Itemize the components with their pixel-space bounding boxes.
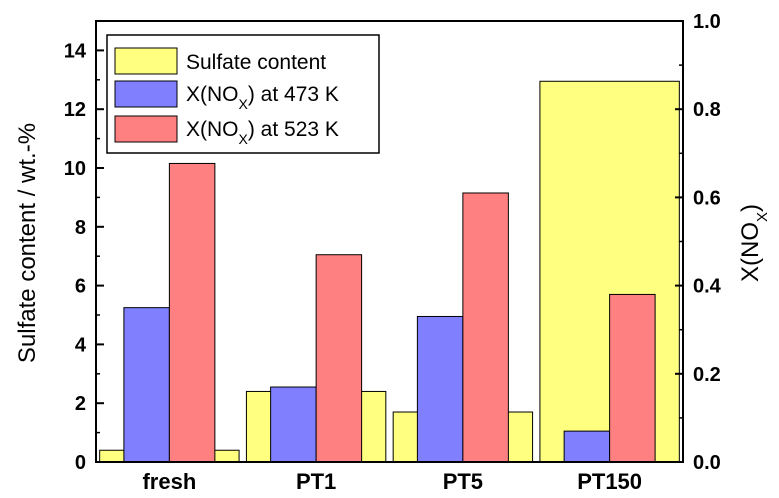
left-tick-label: 14 (64, 40, 87, 62)
left-tick-label: 2 (75, 393, 86, 415)
left-tick-label: 6 (75, 276, 86, 298)
left-tick-label: 12 (64, 99, 86, 121)
legend-label-473: X(NOX) at 473 K (186, 83, 339, 112)
bar-x473-pt5 (416, 315, 464, 463)
left-axis-title: Sulfate content / wt.-% (14, 123, 41, 363)
left-tick-label: 8 (75, 217, 86, 239)
right-axis: 0.0 0.2 0.4 0.6 0.8 1.0 (675, 11, 722, 474)
left-tick-label: 4 (75, 334, 87, 356)
legend-swatch-523 (114, 115, 178, 143)
legend-label-sulfate: Sulfate content (186, 51, 326, 74)
right-axis-title: X(NOX) (737, 204, 771, 282)
x-category-label: fresh (142, 469, 196, 493)
x-category-label: PT150 (577, 469, 642, 493)
right-tick-label: 0.6 (693, 187, 721, 209)
left-tick-label: 0 (75, 452, 86, 474)
bars-layer (99, 80, 680, 463)
x-axis: fresh PT1 PT5 PT150 (142, 469, 642, 494)
left-axis: 0 2 4 6 8 10 12 14 (64, 40, 104, 474)
bar-x523-pt5 (462, 192, 509, 463)
left-tick-label: 10 (64, 158, 86, 180)
x-category-label: PT5 (443, 469, 483, 493)
legend-label-523: X(NOX) at 523 K (186, 118, 339, 147)
right-tick-label: 0.8 (693, 99, 721, 121)
right-tick-label: 0.0 (693, 452, 721, 474)
right-tick-label: 0.2 (693, 364, 721, 386)
legend-swatch-473 (114, 80, 178, 108)
bar-x523-fresh (168, 162, 216, 463)
legend-swatch-sulfate (114, 47, 178, 75)
bar-x523-pt1 (315, 254, 363, 463)
legend: Sulfate content X(NOX) at 473 K X(NOX) a… (106, 34, 380, 154)
right-tick-label: 1.0 (693, 11, 721, 33)
right-tick-label: 0.4 (693, 276, 722, 298)
bar-x523-pt150 (609, 293, 656, 463)
bar-x473-pt1 (270, 386, 317, 463)
bar-x473-fresh (123, 307, 170, 463)
bar-x473-pt150 (563, 430, 611, 463)
x-category-label: PT1 (296, 469, 336, 493)
